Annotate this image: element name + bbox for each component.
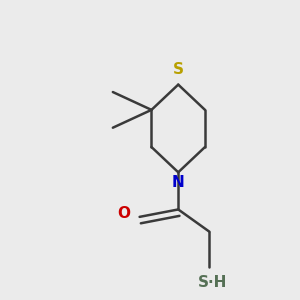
Text: S·H: S·H: [198, 275, 227, 290]
Text: S: S: [173, 62, 184, 77]
Text: O: O: [118, 206, 131, 221]
Text: N: N: [172, 175, 184, 190]
